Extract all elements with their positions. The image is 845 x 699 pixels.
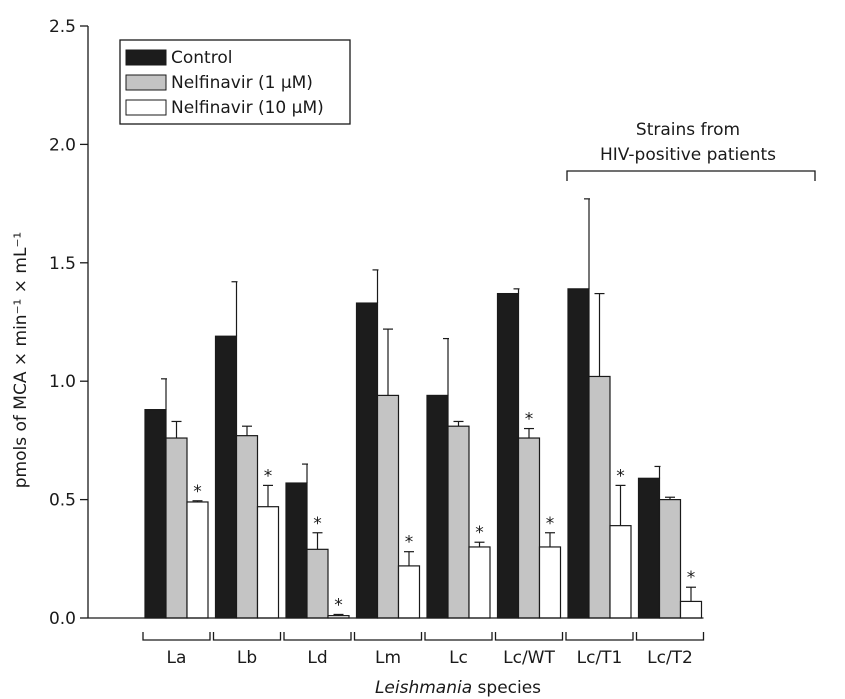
y-tick-label: 0.0 bbox=[49, 609, 76, 629]
category-label: Lb bbox=[237, 648, 257, 668]
category-label: Lc bbox=[449, 648, 468, 668]
category-label: Lc/WT bbox=[503, 648, 555, 668]
bar bbox=[426, 394, 449, 619]
significance-star: * bbox=[687, 568, 696, 588]
y-tick-label: 2.0 bbox=[49, 135, 76, 155]
bar bbox=[637, 477, 661, 619]
x-axis-label-italic: Leishmania bbox=[375, 678, 472, 698]
category-label: Lc/T1 bbox=[577, 648, 623, 668]
bar bbox=[235, 435, 259, 619]
significance-star: * bbox=[334, 595, 343, 615]
bar bbox=[285, 482, 308, 619]
bar bbox=[588, 375, 611, 619]
bar bbox=[144, 409, 167, 619]
legend-swatch-nelfinavir-10 bbox=[125, 99, 167, 116]
bar bbox=[658, 499, 682, 619]
category-bracket bbox=[142, 632, 211, 641]
category-bracket bbox=[565, 632, 634, 641]
legend-label-nelfinavir-10: Nelfinavir (10 μM) bbox=[171, 98, 324, 118]
x-axis-label-rest: species bbox=[472, 678, 541, 698]
bar bbox=[447, 425, 470, 619]
hiv-strains-annotation: Strains from HIV-positive patients bbox=[566, 120, 816, 181]
x-axis: La Lb Ld Lm Lc Lc/WT Lc/T1 Lc/T2 bbox=[88, 617, 705, 668]
bar bbox=[567, 288, 590, 619]
significance-markers: * * * * * * * * * * bbox=[193, 410, 695, 616]
category-label: La bbox=[167, 648, 187, 668]
category-bracket bbox=[283, 632, 352, 641]
bar bbox=[496, 292, 520, 619]
significance-star: * bbox=[193, 482, 202, 502]
bars bbox=[144, 288, 703, 619]
category-bracket bbox=[635, 632, 705, 641]
bar bbox=[517, 437, 541, 619]
bar bbox=[468, 546, 491, 619]
significance-star: * bbox=[546, 514, 555, 534]
significance-star: * bbox=[525, 410, 534, 430]
y-tick-label: 2.5 bbox=[49, 17, 76, 37]
significance-star: * bbox=[475, 523, 484, 543]
annotation-line-1: Strains from bbox=[636, 120, 740, 140]
y-tick-label: 0.5 bbox=[49, 491, 76, 511]
y-tick-label: 1.5 bbox=[49, 254, 76, 274]
category-bracket bbox=[424, 632, 493, 641]
category-label: Lc/T2 bbox=[647, 648, 693, 668]
significance-star: * bbox=[264, 466, 273, 486]
category-label: Ld bbox=[307, 648, 327, 668]
bar bbox=[679, 600, 703, 619]
annotation-line-2: HIV-positive patients bbox=[600, 145, 776, 165]
bar bbox=[186, 501, 209, 619]
bar bbox=[609, 525, 632, 619]
legend-swatch-control bbox=[125, 49, 167, 66]
category-bracket bbox=[494, 632, 564, 641]
bar bbox=[165, 437, 188, 619]
significance-star: * bbox=[313, 514, 322, 534]
significance-star: * bbox=[405, 533, 414, 553]
bar bbox=[306, 548, 329, 619]
legend-label-nelfinavir-1: Nelfinavir (1 μM) bbox=[171, 73, 313, 93]
legend-swatch-nelfinavir-1 bbox=[125, 74, 167, 91]
bar bbox=[376, 394, 400, 619]
bar bbox=[397, 565, 421, 619]
bar bbox=[256, 506, 280, 619]
bar bbox=[355, 302, 379, 619]
bar bbox=[538, 546, 562, 619]
y-axis: 0.0 0.5 1.0 1.5 2.0 2.5 bbox=[49, 17, 89, 629]
legend-label-control: Control bbox=[171, 48, 232, 68]
bar bbox=[214, 335, 238, 619]
category-bracket bbox=[212, 632, 282, 641]
error-bars bbox=[161, 198, 696, 616]
category-bracket bbox=[353, 632, 423, 641]
legend: Control Nelfinavir (1 μM) Nelfinavir (10… bbox=[119, 39, 351, 125]
category-label: Lm bbox=[375, 648, 401, 668]
significance-star: * bbox=[616, 466, 625, 486]
x-axis-label: Leishmania species bbox=[375, 678, 541, 698]
y-axis-label: pmols of MCA × min⁻¹ × mL⁻¹ bbox=[11, 232, 31, 488]
annotation-bracket bbox=[566, 170, 816, 181]
y-tick-label: 1.0 bbox=[49, 372, 76, 392]
